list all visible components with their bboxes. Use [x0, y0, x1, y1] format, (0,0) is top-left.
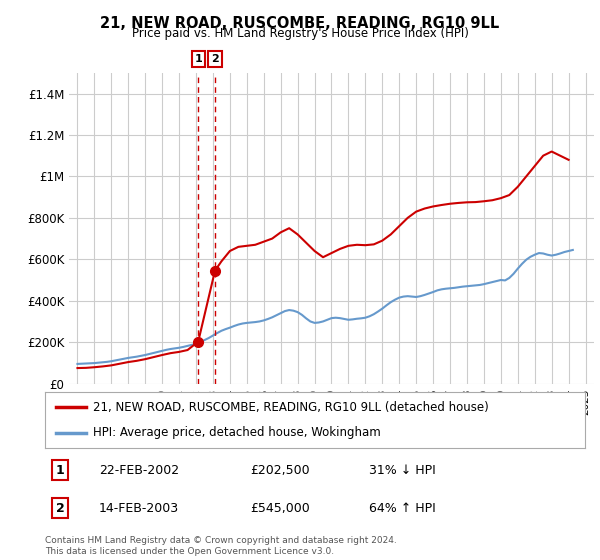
- Text: 2: 2: [211, 54, 219, 64]
- Text: 14-FEB-2003: 14-FEB-2003: [99, 502, 179, 515]
- Text: 1: 1: [56, 464, 64, 477]
- Text: £202,500: £202,500: [250, 464, 310, 477]
- Text: HPI: Average price, detached house, Wokingham: HPI: Average price, detached house, Woki…: [92, 426, 380, 440]
- Text: Contains HM Land Registry data © Crown copyright and database right 2024.
This d: Contains HM Land Registry data © Crown c…: [45, 536, 397, 556]
- Text: 2: 2: [56, 502, 64, 515]
- Text: 31% ↓ HPI: 31% ↓ HPI: [369, 464, 436, 477]
- Text: 64% ↑ HPI: 64% ↑ HPI: [369, 502, 436, 515]
- Text: 21, NEW ROAD, RUSCOMBE, READING, RG10 9LL: 21, NEW ROAD, RUSCOMBE, READING, RG10 9L…: [100, 16, 500, 31]
- Text: 1: 1: [194, 54, 202, 64]
- Text: 21, NEW ROAD, RUSCOMBE, READING, RG10 9LL (detached house): 21, NEW ROAD, RUSCOMBE, READING, RG10 9L…: [92, 400, 488, 414]
- Text: £545,000: £545,000: [250, 502, 310, 515]
- Text: Price paid vs. HM Land Registry's House Price Index (HPI): Price paid vs. HM Land Registry's House …: [131, 27, 469, 40]
- Text: 22-FEB-2002: 22-FEB-2002: [99, 464, 179, 477]
